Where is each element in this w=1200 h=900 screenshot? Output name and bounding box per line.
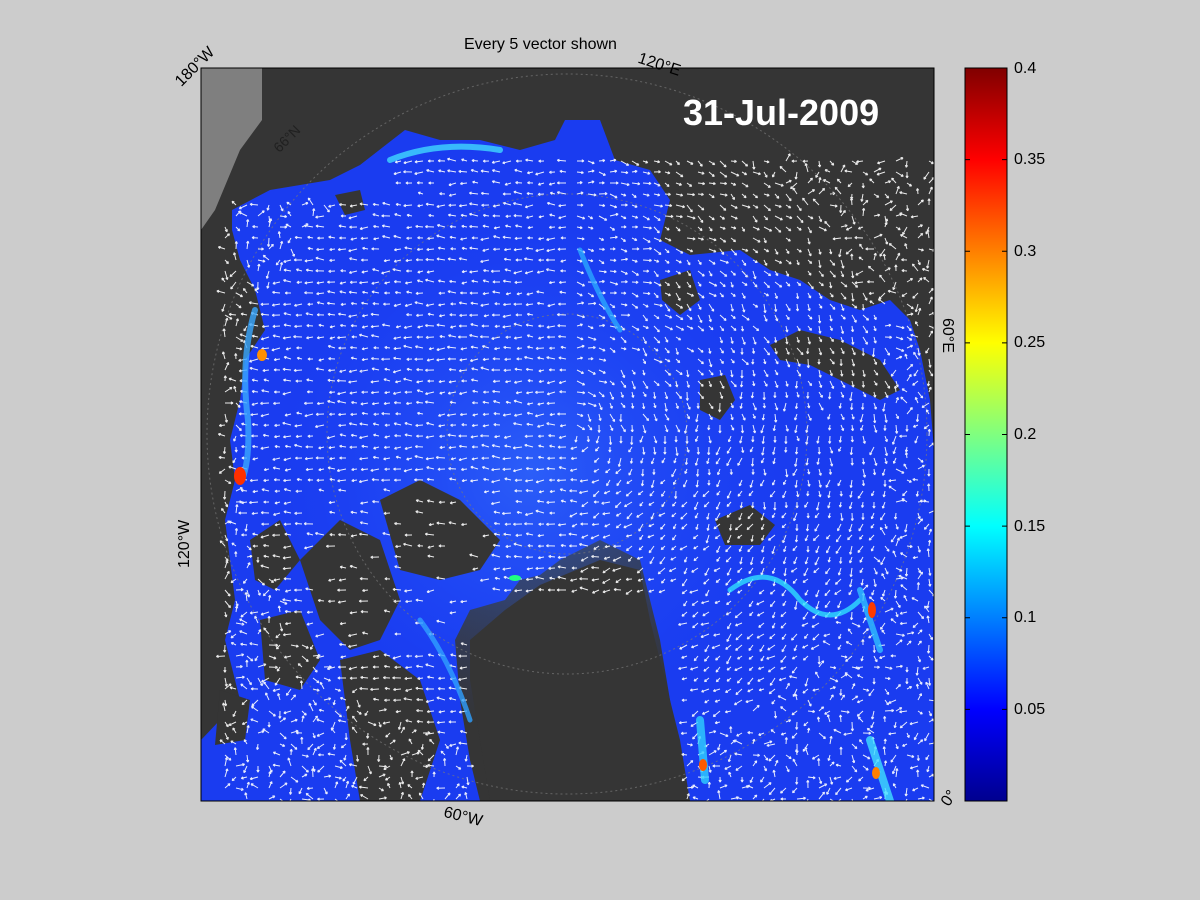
plot-title: Every 5 vector shown bbox=[464, 36, 617, 53]
map-frame bbox=[200, 67, 935, 802]
land-arch-3 bbox=[340, 650, 440, 801]
colorbar-ticks bbox=[965, 67, 1007, 710]
lon-label-120w: 120°W bbox=[176, 519, 193, 568]
land-svalbard bbox=[700, 375, 735, 420]
colorbar-label-0.2: 0.2 bbox=[1014, 426, 1037, 443]
land-franz-josef bbox=[660, 270, 700, 315]
lon-label-60e: 60°E bbox=[939, 318, 956, 353]
date-label: 31-Jul-2009 bbox=[683, 92, 880, 133]
colorbar-label-0.3: 0.3 bbox=[1014, 243, 1037, 260]
colorbar-label-0.4: 0.4 bbox=[1014, 60, 1037, 77]
colorbar-label-0.15: 0.15 bbox=[1014, 518, 1046, 535]
land-baffin bbox=[300, 520, 400, 650]
colorbar-label-0.1: 0.1 bbox=[1014, 609, 1037, 626]
colorbar-bar bbox=[964, 67, 1008, 802]
land-new-siberian bbox=[335, 190, 365, 215]
drift-vectors bbox=[216, 153, 934, 801]
land-arch-4 bbox=[215, 690, 250, 745]
land-greenland bbox=[470, 560, 690, 801]
land-novaya-zemlya bbox=[770, 330, 900, 400]
land-iceland bbox=[715, 505, 775, 545]
colorbar-label-0.25: 0.25 bbox=[1014, 334, 1046, 351]
colorbar-label-0.35: 0.35 bbox=[1014, 151, 1046, 168]
drift-vector-arrows bbox=[216, 153, 934, 801]
colorbar-label-0.05: 0.05 bbox=[1014, 701, 1046, 718]
land-arch-2 bbox=[260, 610, 320, 690]
